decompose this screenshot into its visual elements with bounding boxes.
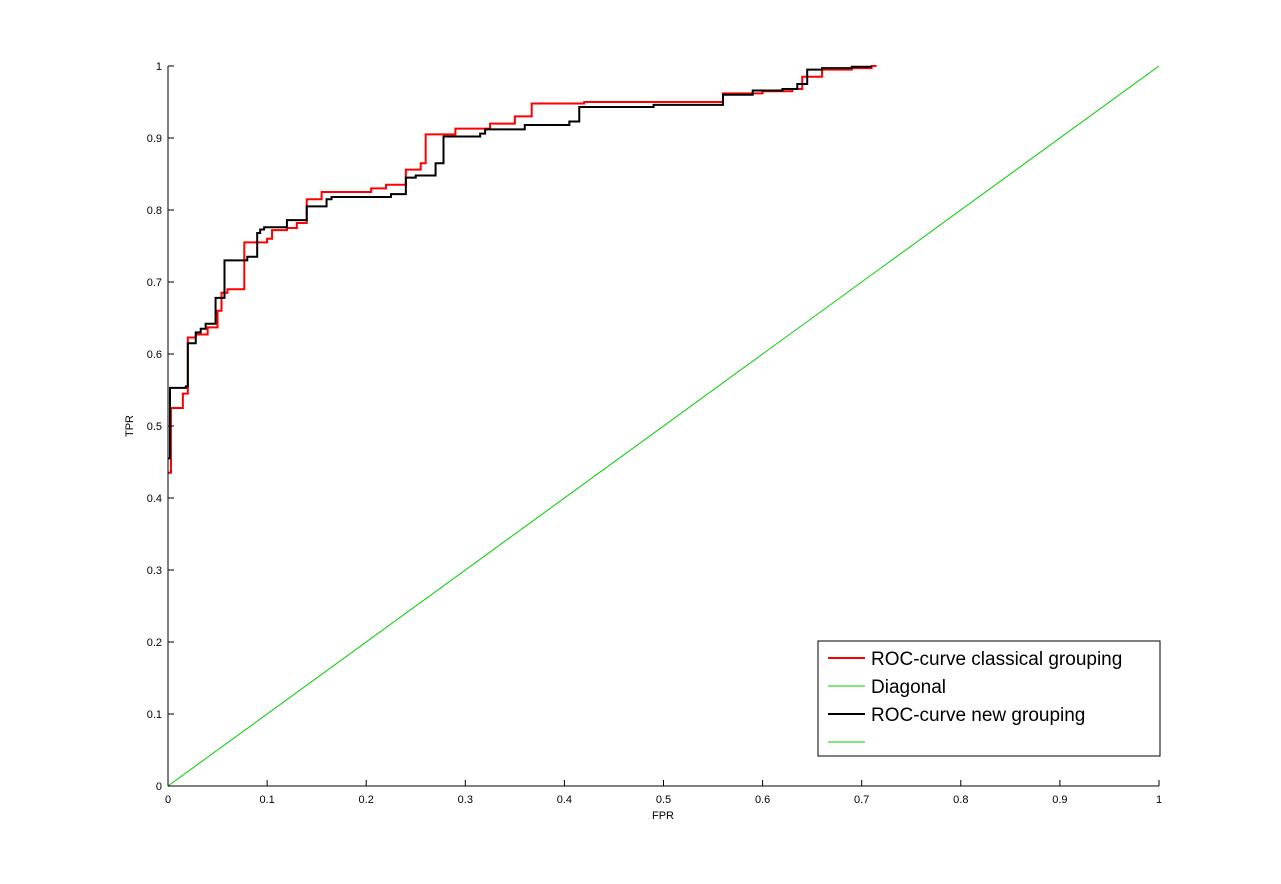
x-axis-label: FPR <box>652 810 674 822</box>
y-tick-label: 0.4 <box>147 493 162 505</box>
legend-label-1: Diagonal <box>871 677 946 698</box>
x-tick-label: 0.7 <box>854 794 869 806</box>
legend: ROC-curve classical grouping Diagonal ROC-… <box>817 640 1161 757</box>
x-tick-label: 0.8 <box>953 794 968 806</box>
y-tick-label: 0.9 <box>147 133 162 145</box>
y-tick-label: 0.6 <box>147 349 162 361</box>
x-tick-label: 0.4 <box>557 794 572 806</box>
y-tick-label: 0.7 <box>147 277 162 289</box>
x-tick-label: 0.9 <box>1052 794 1067 806</box>
series-line-1 <box>167 65 1160 787</box>
y-tick-label: 0.2 <box>147 637 162 649</box>
y-tick-label: 0 <box>156 781 162 793</box>
axes-layer: 0 0.1 0.2 0.3 0.4 0.5 0.6 0.7 0.8 0.9 1 0 0.1 0.2 0.3 0… <box>147 61 1162 806</box>
x-tick-label: 0.2 <box>359 794 374 806</box>
y-tick-label: 1 <box>156 61 162 73</box>
series-layer <box>167 65 1160 787</box>
y-tick-label: 0.1 <box>147 709 162 721</box>
y-tick-label: 0.8 <box>147 205 162 217</box>
x-tick-label: 0.1 <box>259 794 274 806</box>
y-tick-label: 0.3 <box>147 565 162 577</box>
x-tick-label: 1 <box>1156 794 1162 806</box>
y-axis-label: TPR <box>124 415 136 437</box>
y-tick-label: 0.5 <box>147 421 162 433</box>
legend-label-2: ROC-curve new grouping <box>871 705 1085 726</box>
x-tick-label: 0 <box>165 794 171 806</box>
legend-label-0: ROC-curve classical grouping <box>871 649 1122 670</box>
x-tick-label: 0.3 <box>458 794 473 806</box>
series-line-2 <box>168 65 872 460</box>
x-tick-label: 0.6 <box>755 794 770 806</box>
x-tick-label: 0.5 <box>656 794 671 806</box>
legend-box <box>817 640 1161 757</box>
